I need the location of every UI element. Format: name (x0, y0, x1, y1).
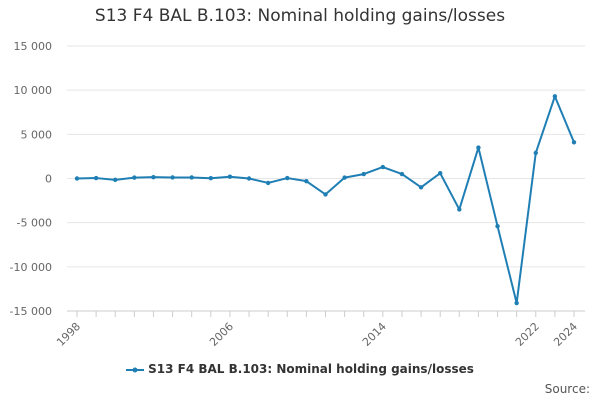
series-layer (74, 94, 577, 306)
y-tick-label: -10 000 (10, 261, 52, 274)
data-point[interactable] (418, 185, 424, 190)
data-point[interactable] (514, 300, 519, 306)
x-tick-label: 2024 (551, 320, 580, 349)
data-point[interactable] (571, 140, 577, 145)
y-tick-label: 0 (45, 173, 52, 186)
data-point[interactable] (265, 180, 271, 186)
data-point[interactable] (495, 224, 500, 229)
data-point[interactable] (533, 150, 538, 156)
source-label: Source: (544, 382, 590, 396)
data-point[interactable] (208, 176, 214, 181)
data-point[interactable] (93, 175, 99, 181)
data-point[interactable] (361, 171, 366, 177)
data-point[interactable] (552, 94, 558, 99)
x-axis: 1998 2006 2014 2022 2024 (54, 310, 585, 349)
data-point[interactable] (132, 175, 137, 180)
data-point[interactable] (113, 177, 118, 183)
data-point[interactable] (304, 178, 309, 184)
x-tick-label: 1998 (54, 320, 83, 349)
x-tick-label: 2006 (207, 320, 236, 349)
data-point[interactable] (189, 175, 194, 180)
chart-title: S13 F4 BAL B.103: Nominal holding gains/… (94, 6, 506, 26)
data-point[interactable] (457, 207, 462, 212)
data-point[interactable] (437, 171, 443, 176)
data-point[interactable] (323, 192, 328, 197)
legend-label: S13 F4 BAL B.103: Nominal holding gains/… (148, 362, 474, 376)
data-point[interactable] (380, 164, 386, 170)
y-tick-label: 15 000 (14, 40, 53, 53)
data-point[interactable] (476, 145, 481, 150)
y-axis: 15 000 10 000 5 000 0 -5 000 -10 000 -15 000 (10, 40, 52, 318)
grid-layer (67, 45, 585, 312)
data-point[interactable] (170, 175, 175, 180)
legend-swatch-icon (126, 367, 145, 372)
y-tick-label: 10 000 (14, 84, 53, 97)
data-point[interactable] (246, 176, 252, 181)
y-tick-label: -15 000 (10, 305, 52, 318)
series-line (76, 95, 575, 305)
data-point[interactable] (227, 174, 233, 179)
data-point[interactable] (399, 171, 405, 177)
data-point[interactable] (151, 174, 156, 180)
data-point[interactable] (74, 176, 80, 181)
legend[interactable]: S13 F4 BAL B.103: Nominal holding gains/… (0, 362, 600, 376)
y-tick-label: -5 000 (17, 217, 52, 230)
data-point[interactable] (285, 175, 290, 181)
y-tick-label: 5 000 (21, 128, 53, 141)
data-point[interactable] (342, 175, 347, 180)
x-tick-label: 2014 (360, 320, 389, 349)
x-tick-label: 2022 (513, 320, 542, 349)
